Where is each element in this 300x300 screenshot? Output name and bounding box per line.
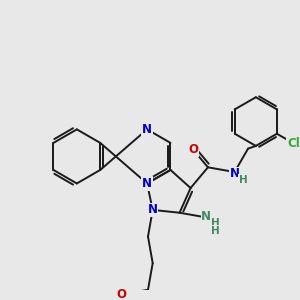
Text: N: N — [148, 203, 158, 216]
Text: H: H — [212, 226, 220, 236]
Text: O: O — [188, 143, 198, 156]
Text: N: N — [142, 177, 152, 190]
Text: N: N — [142, 123, 152, 136]
Text: N: N — [230, 167, 240, 180]
Text: O: O — [116, 288, 126, 300]
Text: H: H — [212, 218, 220, 228]
Text: Cl: Cl — [287, 137, 300, 150]
Text: N: N — [201, 210, 211, 223]
Text: H: H — [239, 175, 248, 185]
